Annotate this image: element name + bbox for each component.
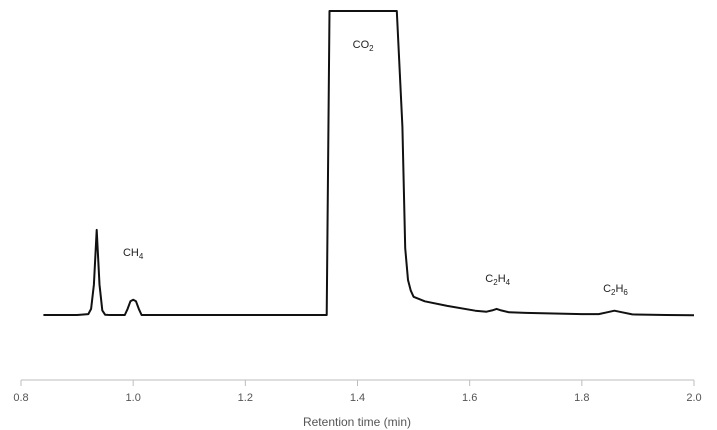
x-tick-label: 0.8 [13, 392, 28, 404]
peak-label: CO2 [353, 39, 375, 53]
peak-labels: CH4 CO2 C2H4 C2H6 [123, 39, 628, 297]
x-axis-tick-labels: 0.8 1.0 1.2 1.4 1.6 1.8 2.0 [13, 392, 701, 404]
x-axis-ticks [20, 380, 695, 386]
x-tick-label: 1.8 [574, 392, 589, 404]
peak-label: C2H4 [485, 273, 510, 287]
x-axis-title: Retention time (min) [303, 415, 411, 429]
x-tick-label: 2.0 [686, 392, 701, 404]
chromatogram-trace [43, 10, 695, 317]
peak-label: CH4 [123, 247, 144, 261]
x-tick-label: 1.0 [126, 392, 141, 404]
peak-label: C2H6 [603, 283, 628, 297]
x-tick-label: 1.6 [462, 392, 477, 404]
x-tick-label: 1.2 [238, 392, 253, 404]
x-tick-label: 1.4 [350, 392, 365, 404]
